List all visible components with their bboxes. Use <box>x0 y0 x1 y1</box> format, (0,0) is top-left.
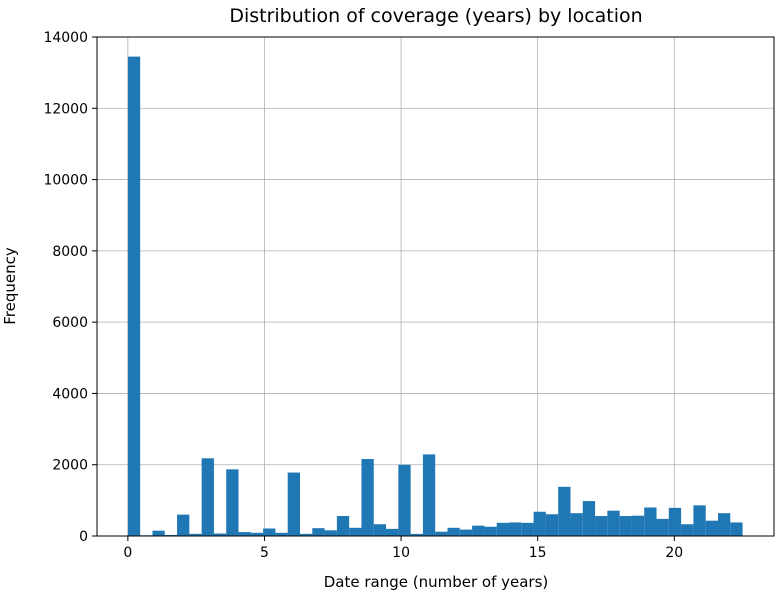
histogram-bar <box>705 520 718 536</box>
histogram-bar <box>631 515 645 536</box>
histogram-bar <box>644 507 657 536</box>
y-tick-label: 8000 <box>52 244 88 260</box>
histogram-bar <box>484 526 497 536</box>
chart-title: Distribution of coverage (years) by loca… <box>229 5 642 27</box>
x-tick-label: 5 <box>260 545 269 561</box>
histogram-bar <box>533 511 546 536</box>
histogram-bar <box>496 522 509 536</box>
histogram-bar <box>558 486 571 536</box>
y-tick-label: 6000 <box>52 315 88 331</box>
histogram-bar <box>545 514 559 536</box>
y-tick-label: 4000 <box>52 386 88 402</box>
y-tick-label: 12000 <box>43 101 88 117</box>
y-tick-label: 10000 <box>43 173 88 189</box>
histogram-bar <box>373 524 387 536</box>
histogram-bar <box>152 530 165 536</box>
x-axis-label: Date range (number of years) <box>324 573 549 591</box>
histogram-bar <box>275 532 288 536</box>
histogram-bar <box>299 533 313 536</box>
histogram-bar <box>656 518 669 536</box>
histogram-bar <box>201 458 214 536</box>
histogram-bar <box>508 522 522 536</box>
histogram-bar <box>213 533 227 536</box>
histogram-bar <box>349 527 362 536</box>
histogram-bar <box>521 522 534 536</box>
x-tick-label: 15 <box>529 545 547 561</box>
histogram-bar <box>177 514 190 536</box>
histogram-bar <box>717 513 731 536</box>
histogram-bar <box>668 507 682 536</box>
y-tick-label: 0 <box>79 529 88 545</box>
y-tick-label: 14000 <box>43 30 88 46</box>
histogram-bar <box>386 528 399 536</box>
histogram-bar <box>398 464 411 536</box>
histogram-bar <box>681 524 694 536</box>
histogram-bar <box>570 513 583 536</box>
gridlines <box>97 36 774 537</box>
histogram-bar <box>410 533 423 536</box>
histogram-bar <box>263 528 276 536</box>
y-tick-label: 2000 <box>52 458 88 474</box>
x-tick-label: 0 <box>123 545 132 561</box>
x-tick-label: 20 <box>665 545 683 561</box>
histogram-bar <box>324 530 337 536</box>
histogram-bar <box>693 505 706 536</box>
histogram-bar <box>238 532 251 536</box>
histogram-bar <box>472 525 485 536</box>
histogram-bar <box>226 469 239 536</box>
y-axis-label: Frequency <box>1 247 19 325</box>
histogram-bar <box>447 527 460 536</box>
y-axis-ticks: 0 2000 4000 6000 8000 10000 12000 14000 <box>43 30 97 545</box>
histogram-bar <box>730 522 743 536</box>
histogram-bar <box>435 531 448 536</box>
plot-frame <box>96 36 775 537</box>
histogram-bar <box>595 516 608 536</box>
histogram-bar <box>312 528 325 536</box>
histogram-bar <box>582 501 596 536</box>
histogram-bar <box>607 510 620 536</box>
histogram-bar <box>336 516 350 536</box>
histogram-bar <box>127 56 141 536</box>
histogram-bar <box>361 459 374 536</box>
histogram-bar <box>189 533 202 536</box>
x-tick-label: 10 <box>392 545 410 561</box>
histogram-bar <box>459 529 473 536</box>
histogram-bar <box>250 532 264 536</box>
histogram-bars <box>127 56 743 536</box>
histogram-bar <box>287 472 300 536</box>
histogram-bar <box>422 454 436 536</box>
x-axis-ticks: 0 5 10 15 20 <box>123 536 683 561</box>
histogram-bar <box>619 516 632 536</box>
histogram-bar <box>164 534 178 536</box>
